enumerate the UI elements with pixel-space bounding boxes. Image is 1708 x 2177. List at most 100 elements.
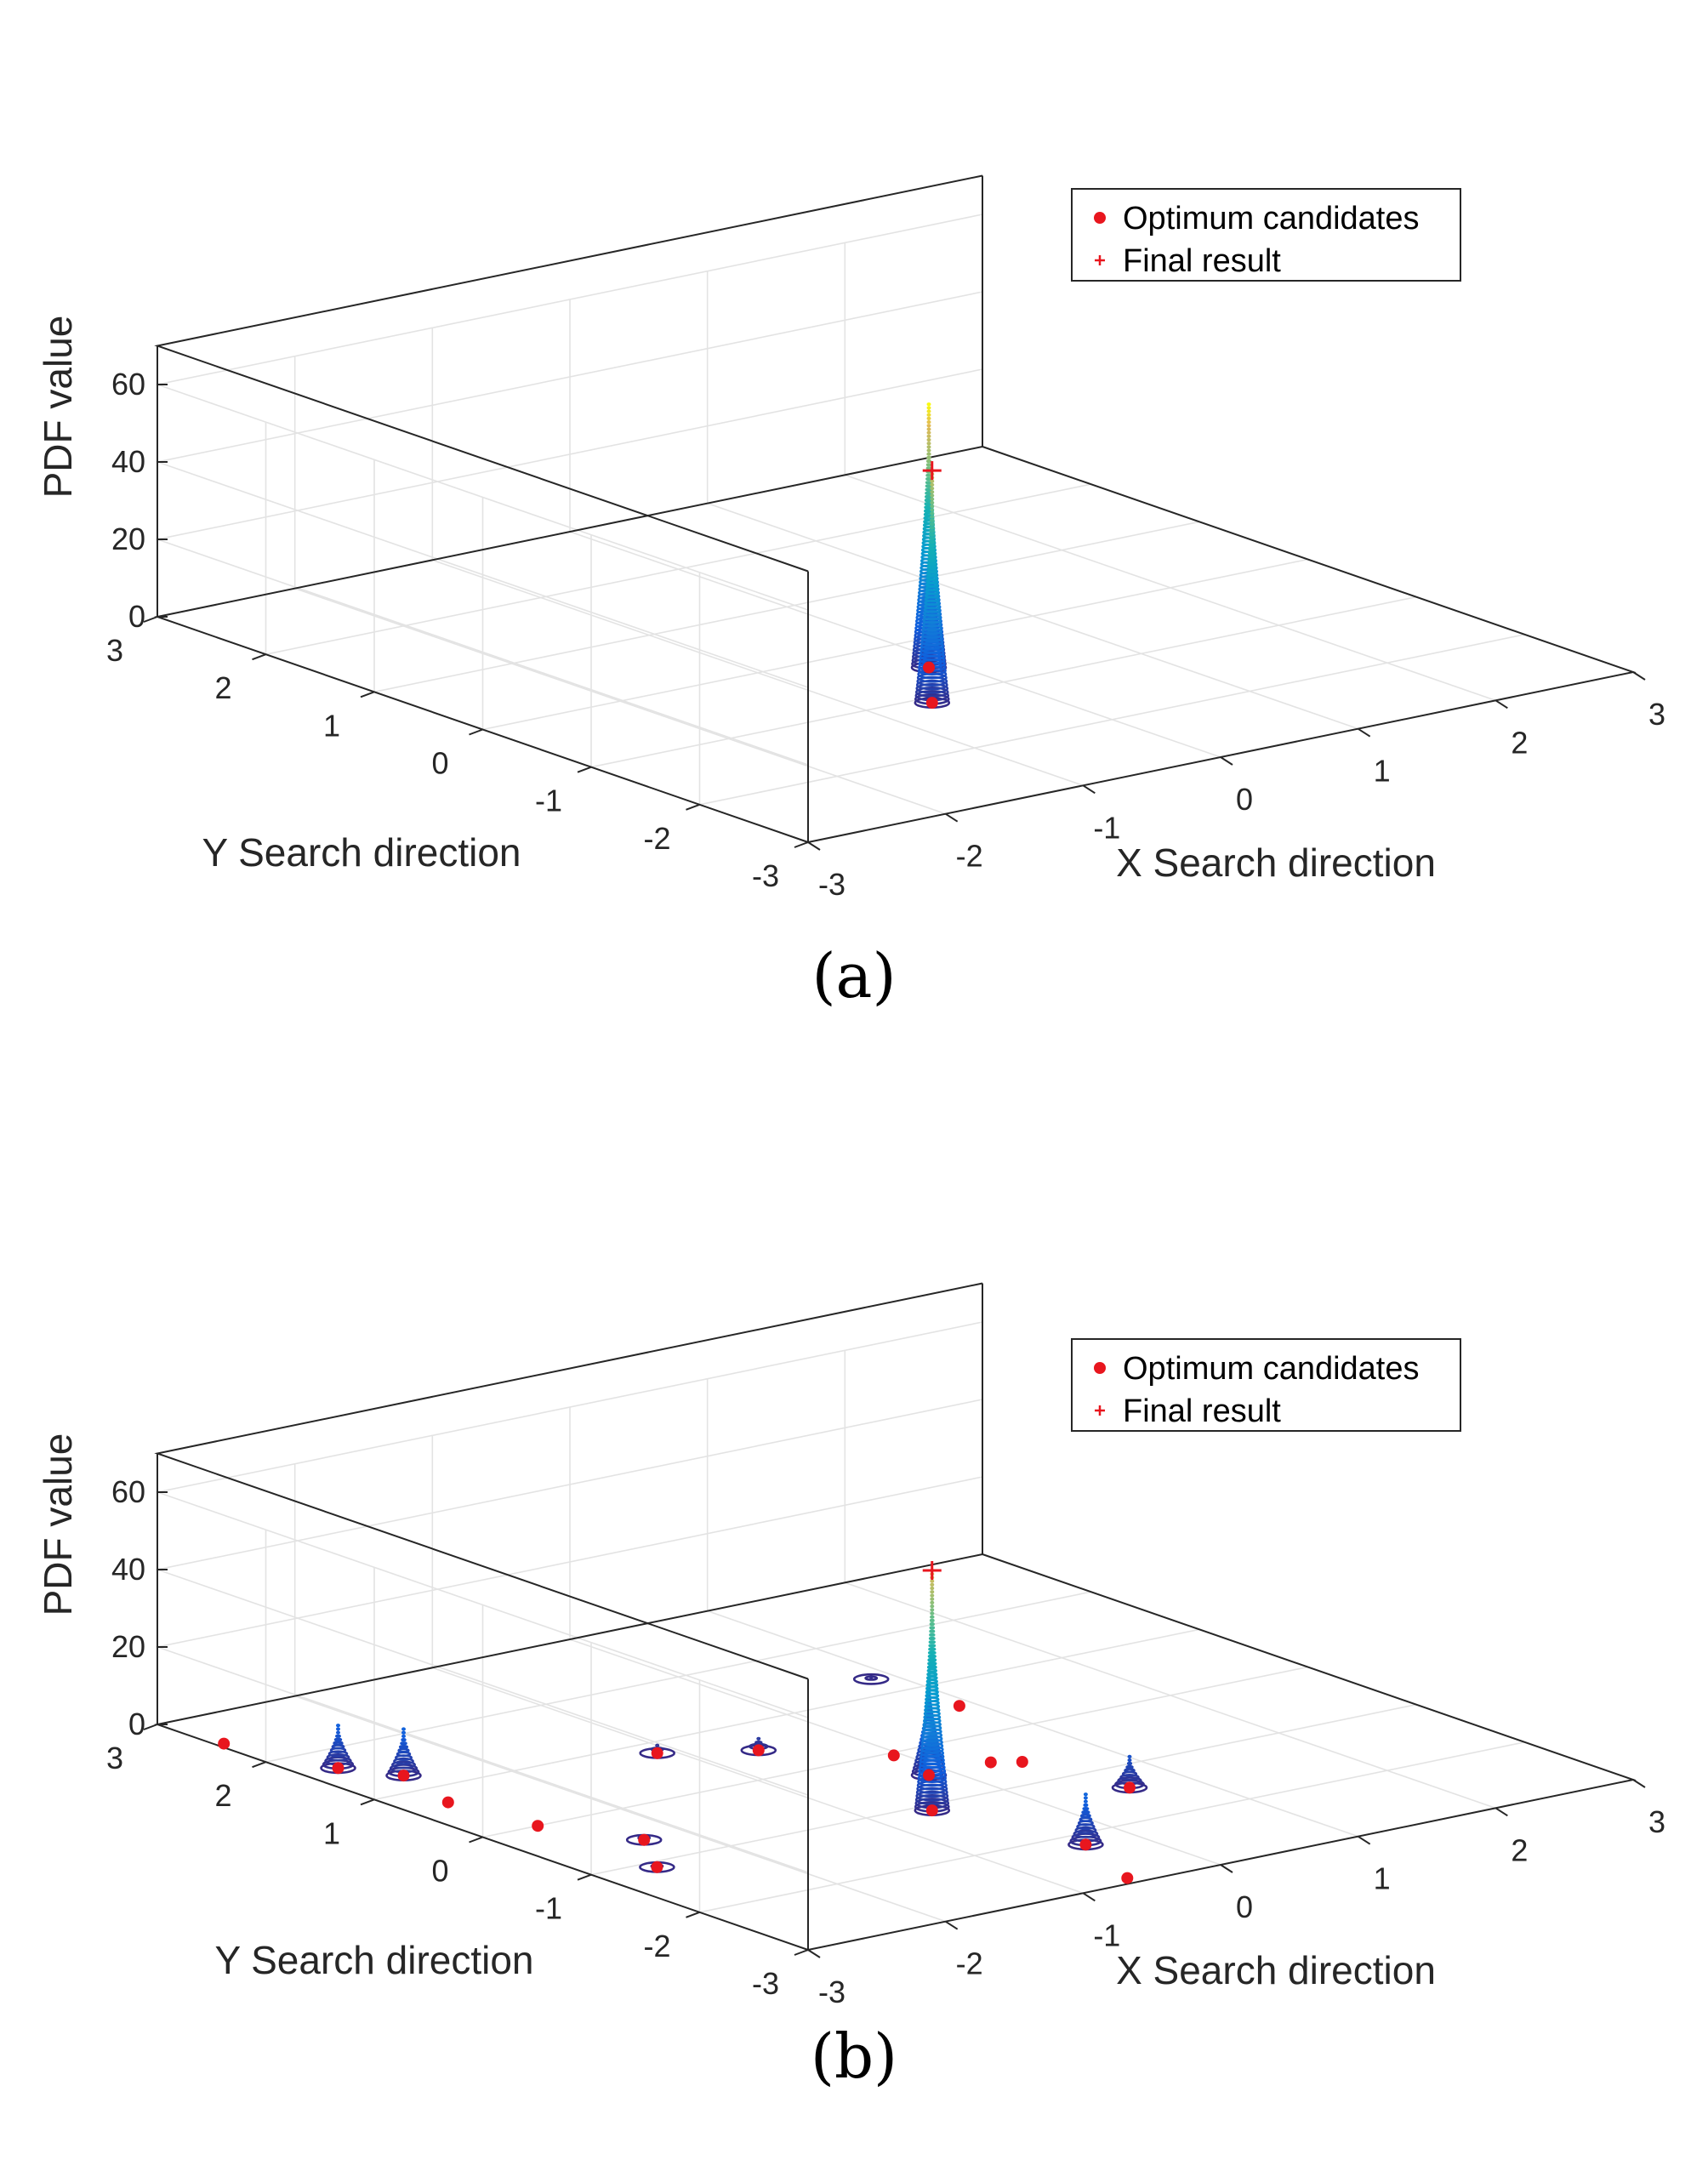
pdf-ring bbox=[925, 1675, 938, 1681]
grid-lines bbox=[154, 214, 1634, 843]
pdf-ring bbox=[930, 508, 935, 512]
pdf-ring bbox=[921, 624, 942, 632]
pdf-ring bbox=[927, 1650, 937, 1656]
pdf-ring bbox=[926, 430, 931, 435]
pdf-ring bbox=[929, 526, 936, 530]
y-tick-mark bbox=[686, 1911, 700, 1918]
z-tick-label: 0 bbox=[128, 599, 145, 634]
optimum-candidate-point bbox=[218, 1737, 231, 1750]
pdf-ring bbox=[927, 1654, 937, 1659]
pdf-ring bbox=[333, 1737, 343, 1742]
pdf-ring bbox=[926, 561, 937, 566]
z-tick-label: 20 bbox=[111, 521, 145, 556]
grid-line-floor-y bbox=[265, 483, 1091, 655]
y-tick-label: -2 bbox=[643, 1929, 670, 1963]
x-tick-mark bbox=[945, 1920, 959, 1930]
x-tick-label: -2 bbox=[956, 1946, 983, 1981]
y-tick-label: 1 bbox=[323, 708, 340, 743]
grid-line-floor-x bbox=[707, 502, 1358, 730]
y-tick-mark bbox=[794, 1949, 809, 1956]
pdf-ring bbox=[930, 486, 935, 491]
optimum-candidates bbox=[923, 661, 938, 710]
y-axis-label: Y Search direction bbox=[214, 1938, 533, 1982]
pdf-ring bbox=[929, 1633, 936, 1637]
y-tick-label: -2 bbox=[643, 821, 670, 856]
pdf-ring bbox=[930, 1608, 935, 1612]
pdf-ring bbox=[1127, 1758, 1132, 1763]
y-tick-mark bbox=[360, 1798, 375, 1806]
pdf-ring bbox=[926, 406, 931, 410]
pdf-ring bbox=[919, 1748, 945, 1758]
pdf-ring bbox=[919, 641, 944, 650]
y-tick-mark bbox=[469, 728, 483, 736]
y-tick-mark bbox=[794, 841, 809, 848]
z-tick-label: 20 bbox=[111, 1629, 145, 1664]
legend: Optimum candidates Final result bbox=[1071, 1338, 1461, 1432]
pdf-ring bbox=[926, 448, 931, 453]
pdf-ring bbox=[930, 1597, 935, 1601]
pdf-ring bbox=[335, 1727, 340, 1731]
x-tick-label: 2 bbox=[1511, 1832, 1528, 1867]
pdf-ring bbox=[926, 452, 931, 456]
pdf-ring bbox=[927, 554, 937, 559]
optimum-candidate-point bbox=[651, 1747, 663, 1759]
pdf-ring bbox=[922, 620, 942, 628]
pdf-ring bbox=[926, 1668, 938, 1673]
y-tick-label: 2 bbox=[214, 670, 231, 705]
pdf-ring bbox=[926, 567, 938, 573]
pdf-ring bbox=[926, 416, 931, 421]
x-tick-label: -1 bbox=[1093, 810, 1120, 845]
x-tick-label: 1 bbox=[1374, 1861, 1391, 1896]
optimum-candidate-point bbox=[953, 1700, 965, 1713]
pdf-peaks bbox=[910, 402, 951, 709]
pdf-ring bbox=[1082, 1806, 1090, 1811]
pdf-ring bbox=[921, 627, 943, 635]
pdf-ring bbox=[930, 490, 935, 494]
legend-label-candidates: Optimum candidates bbox=[1123, 201, 1420, 237]
pdf-ring bbox=[922, 1724, 942, 1732]
x-tick-label: -3 bbox=[818, 867, 845, 902]
pdf-ring bbox=[921, 1731, 943, 1740]
x-tick-mark bbox=[1494, 699, 1508, 710]
pdf-ring bbox=[920, 1738, 943, 1747]
pdf-ring bbox=[930, 482, 935, 487]
pdf-ring bbox=[927, 547, 937, 551]
pdf-ring bbox=[929, 1626, 936, 1630]
pdf-ring bbox=[326, 1752, 350, 1762]
pdf-ring bbox=[926, 427, 931, 431]
pdf-ring bbox=[335, 1734, 341, 1738]
optimum-candidate-point bbox=[752, 1744, 765, 1757]
legend-marker-candidates bbox=[1094, 1362, 1106, 1374]
pdf-ring bbox=[1127, 1754, 1132, 1759]
x-tick-label: 1 bbox=[1374, 754, 1391, 789]
pdf-ring bbox=[393, 1757, 414, 1765]
legend: Optimum candidates Final result bbox=[1071, 188, 1461, 282]
pdf-ring bbox=[928, 1640, 936, 1644]
pdf-ring bbox=[920, 637, 944, 647]
y-axis-label: Y Search direction bbox=[202, 830, 521, 875]
pdf-ring bbox=[926, 424, 931, 428]
pdf-ring bbox=[1074, 1826, 1097, 1834]
pdf-ring bbox=[930, 493, 935, 498]
y-tick-mark bbox=[143, 1724, 158, 1730]
pdf-ring bbox=[921, 1735, 943, 1743]
x-tick-mark bbox=[1632, 671, 1646, 681]
pdf-ring bbox=[926, 564, 938, 570]
panel-caption-b: (b) bbox=[810, 2020, 898, 2092]
y-tick-label: -3 bbox=[752, 1966, 779, 2001]
optimum-candidate-point bbox=[638, 1833, 651, 1846]
pdf-ring bbox=[1083, 1799, 1088, 1804]
pdf-ring bbox=[928, 1647, 937, 1651]
legend-box bbox=[1071, 188, 1461, 282]
pdf-ring bbox=[926, 409, 931, 413]
pdf-ring bbox=[930, 1590, 935, 1594]
pdf-ring bbox=[1125, 1764, 1134, 1770]
optimum-candidate-point bbox=[925, 697, 938, 710]
pdf-ring bbox=[1079, 1816, 1093, 1822]
x-tick-mark bbox=[807, 841, 821, 851]
x-axis-label: X Search direction bbox=[1116, 1948, 1436, 1992]
pdf-ring bbox=[930, 497, 935, 501]
pdf-ring bbox=[919, 1745, 944, 1754]
pdf-ring bbox=[921, 1728, 942, 1735]
